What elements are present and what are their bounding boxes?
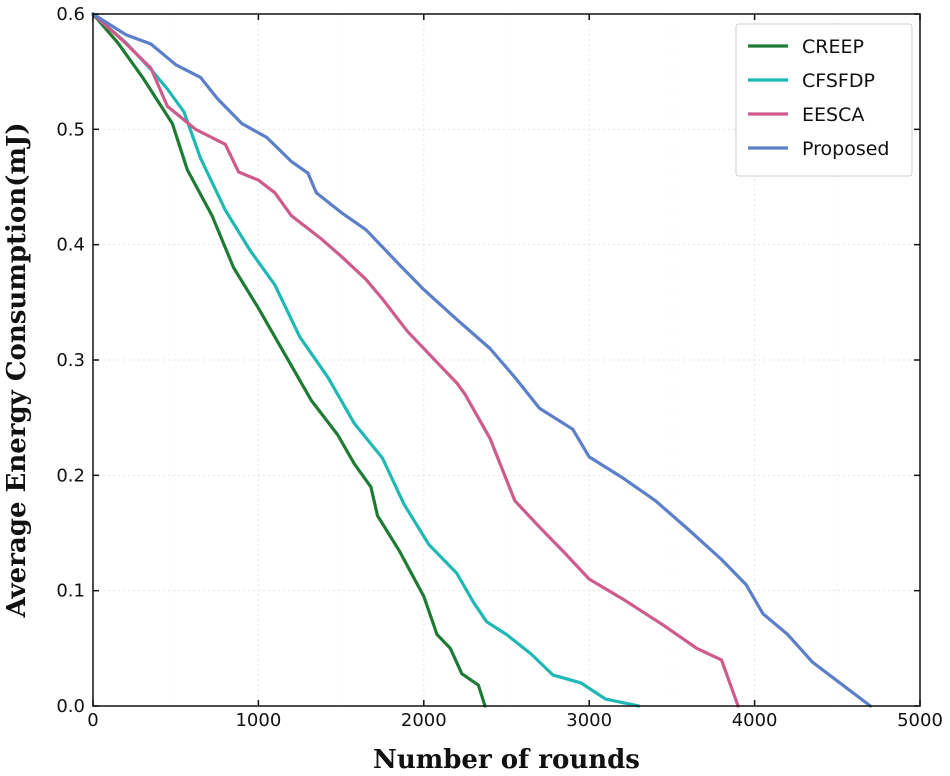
y-tick-label: 0.6 [56,4,85,25]
legend-label-creep: CREEP [802,36,864,58]
series-line-eesca [91,12,740,708]
y-axis-title: Average Energy Consumption(mJ) [2,122,32,618]
legend: CREEP CFSFDP EESCA Proposed [735,23,913,177]
x-axis-title: Number of rounds [373,745,640,775]
axis-ticks [92,13,921,707]
x-tick-label: 5000 [897,710,943,731]
legend-label-cfsfdp: CFSFDP [802,70,875,92]
x-tick-label: 3000 [566,710,612,731]
y-tick-label: 0.2 [56,465,85,486]
y-tick-label: 0.1 [56,581,85,602]
x-tick-label: 4000 [732,710,778,731]
x-tick-label: 2000 [401,710,447,731]
y-tick-label: 0.4 [56,235,85,256]
series-line-cfsfdp [91,12,641,708]
series-layer [91,12,872,708]
y-tick-label: 0.0 [56,696,85,717]
legend-label-proposed: Proposed [802,138,889,160]
x-tick-labels: 0 1000 2000 3000 4000 5000 [87,710,943,731]
x-tick-label: 0 [87,710,98,731]
legend-label-eesca: EESCA [802,104,864,126]
y-tick-label: 0.5 [56,119,85,140]
legend-box [735,23,913,177]
y-tick-labels: 0.0 0.1 0.2 0.3 0.4 0.5 0.6 [56,4,85,717]
series-line-proposed [91,12,872,708]
y-tick-label: 0.3 [56,350,85,371]
series-line-creep [91,12,487,708]
x-tick-label: 1000 [235,710,281,731]
